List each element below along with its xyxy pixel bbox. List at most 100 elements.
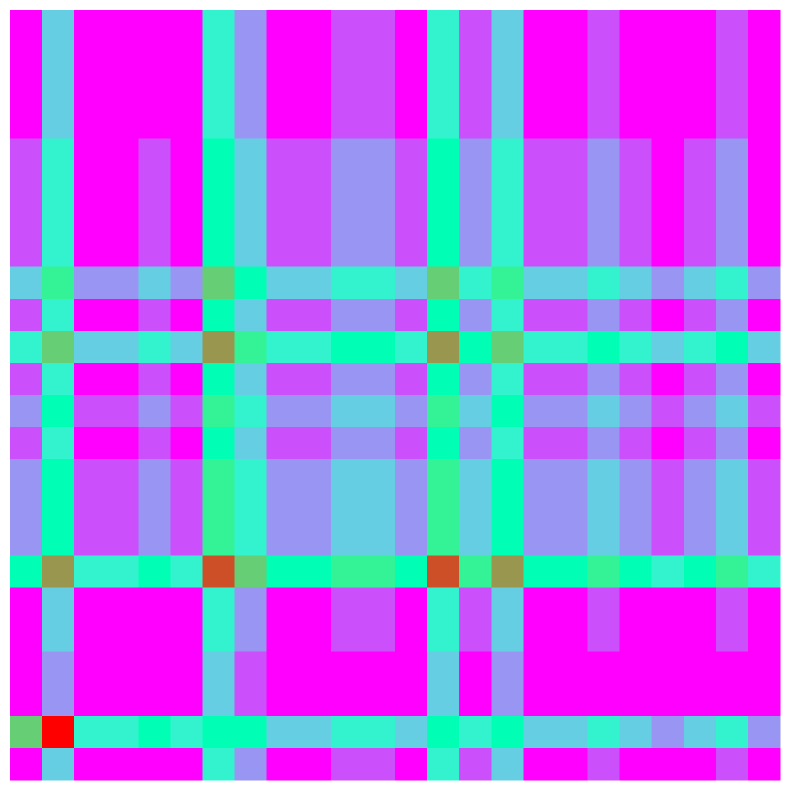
heatmap-cell bbox=[330, 555, 364, 588]
heatmap-cell bbox=[202, 10, 236, 43]
heatmap-cell bbox=[202, 491, 236, 524]
heatmap-cell bbox=[106, 266, 139, 300]
heatmap-cell bbox=[395, 427, 428, 460]
heatmap-cell bbox=[266, 234, 300, 268]
heatmap-cell bbox=[395, 555, 428, 588]
heatmap-cell bbox=[555, 491, 588, 524]
heatmap-cell bbox=[395, 74, 428, 107]
heatmap-cell bbox=[202, 747, 236, 781]
heatmap-cell bbox=[747, 330, 781, 364]
heatmap-cell bbox=[298, 651, 332, 685]
heatmap-cell bbox=[170, 234, 203, 268]
heatmap-cell bbox=[523, 266, 556, 300]
heatmap-cell bbox=[234, 74, 268, 107]
heatmap-cell bbox=[330, 138, 364, 171]
heatmap-cell bbox=[587, 234, 621, 268]
heatmap-cell bbox=[651, 106, 685, 139]
heatmap-cell bbox=[170, 330, 203, 364]
heatmap-cell bbox=[555, 10, 588, 43]
heatmap-cell bbox=[555, 106, 588, 139]
heatmap-cell bbox=[683, 587, 717, 621]
heatmap-cell bbox=[427, 651, 460, 685]
heatmap-cell bbox=[715, 587, 749, 621]
heatmap-cell bbox=[298, 523, 332, 556]
heatmap-cell bbox=[619, 74, 653, 107]
heatmap-cell bbox=[395, 459, 428, 492]
heatmap-cell bbox=[330, 42, 364, 75]
heatmap-cell bbox=[10, 10, 43, 43]
heatmap-cell bbox=[555, 234, 588, 268]
heatmap-cell bbox=[651, 395, 685, 428]
heatmap-cell bbox=[330, 266, 364, 300]
heatmap-cell bbox=[491, 587, 524, 621]
heatmap-cell bbox=[683, 427, 717, 460]
heatmap-cell bbox=[555, 395, 588, 428]
heatmap-cell bbox=[523, 395, 556, 428]
heatmap-cell bbox=[651, 362, 685, 396]
heatmap-cell bbox=[491, 330, 524, 364]
heatmap-cell bbox=[42, 523, 75, 556]
heatmap-cell bbox=[170, 427, 203, 460]
heatmap-cell bbox=[587, 555, 621, 588]
heatmap-cell bbox=[427, 234, 460, 268]
heatmap-cell bbox=[555, 170, 588, 203]
heatmap-cell bbox=[683, 330, 717, 364]
heatmap-cell bbox=[523, 459, 556, 492]
heatmap-cell bbox=[138, 587, 171, 621]
heatmap-cell bbox=[395, 170, 428, 203]
heatmap-cell bbox=[459, 651, 492, 685]
heatmap-cell bbox=[715, 459, 749, 492]
heatmap-cell bbox=[619, 298, 653, 332]
heatmap-cell bbox=[170, 202, 203, 236]
heatmap-cell bbox=[74, 491, 107, 524]
heatmap-cell bbox=[74, 555, 107, 588]
heatmap-cell bbox=[106, 42, 139, 75]
heatmap-cell bbox=[619, 555, 653, 588]
heatmap-cell bbox=[427, 106, 460, 139]
heatmap-cell bbox=[266, 138, 300, 171]
heatmap-cell bbox=[651, 266, 685, 300]
heatmap-cell bbox=[715, 427, 749, 460]
heatmap-cell bbox=[10, 330, 43, 364]
heatmap-cell bbox=[395, 42, 428, 75]
heatmap-cell bbox=[491, 106, 524, 139]
heatmap-cell bbox=[747, 74, 781, 107]
heatmap-cell bbox=[298, 106, 332, 139]
heatmap-cell bbox=[170, 651, 203, 685]
heatmap-cell bbox=[555, 362, 588, 396]
heatmap-cell bbox=[266, 427, 300, 460]
heatmap-cell bbox=[587, 202, 621, 236]
heatmap-cell bbox=[459, 298, 492, 332]
heatmap-cell bbox=[170, 491, 203, 524]
heatmap-cell bbox=[715, 395, 749, 428]
heatmap-cell bbox=[106, 523, 139, 556]
heatmap-cell bbox=[523, 619, 556, 653]
heatmap-cell bbox=[234, 362, 268, 396]
heatmap-cell bbox=[427, 683, 460, 717]
heatmap-cell bbox=[427, 362, 460, 396]
heatmap-cell bbox=[747, 202, 781, 236]
heatmap-cell bbox=[10, 202, 43, 236]
heatmap-cell bbox=[395, 138, 428, 171]
heatmap-cell bbox=[715, 523, 749, 556]
heatmap-cell bbox=[42, 459, 75, 492]
heatmap-cell bbox=[747, 619, 781, 653]
heatmap-cell bbox=[395, 523, 428, 556]
heatmap-cell bbox=[587, 459, 621, 492]
heatmap-cell bbox=[266, 715, 300, 749]
heatmap-cell bbox=[106, 106, 139, 139]
heatmap-cell bbox=[234, 202, 268, 236]
heatmap-cell bbox=[298, 619, 332, 653]
heatmap-cell bbox=[427, 74, 460, 107]
heatmap-cell bbox=[651, 330, 685, 364]
heatmap-cell bbox=[715, 651, 749, 685]
heatmap-cell bbox=[10, 234, 43, 268]
heatmap-cell bbox=[234, 427, 268, 460]
heatmap-cell bbox=[523, 683, 556, 717]
heatmap-cell bbox=[459, 106, 492, 139]
heatmap-cell bbox=[459, 619, 492, 653]
heatmap-cell bbox=[427, 266, 460, 300]
heatmap-cell bbox=[266, 459, 300, 492]
heatmap-cell bbox=[523, 138, 556, 171]
heatmap-cell bbox=[427, 170, 460, 203]
